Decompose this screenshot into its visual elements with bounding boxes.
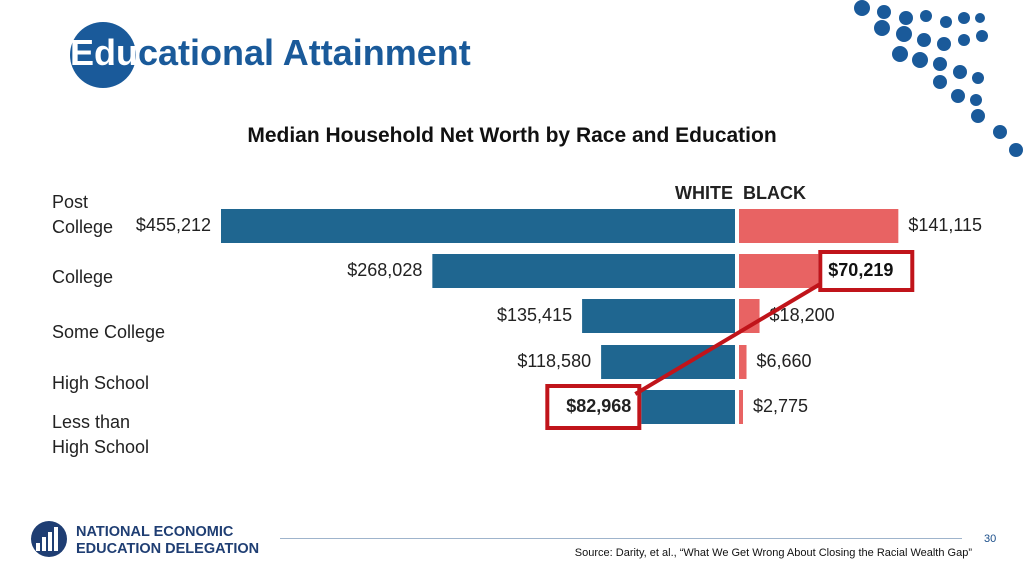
data-label-white: $135,415	[497, 305, 572, 325]
bar-white	[432, 254, 735, 288]
logo-line-2: EDUCATION DELEGATION	[76, 541, 259, 557]
decoration-dot	[940, 16, 952, 28]
highlight-box-white	[545, 384, 642, 430]
legend-white: WHITE	[675, 183, 733, 203]
decoration-dot	[958, 34, 970, 46]
decoration-dot	[971, 109, 985, 123]
category-label: Post	[52, 192, 88, 212]
data-label-white: $268,028	[347, 260, 422, 280]
decoration-dot	[933, 75, 947, 89]
category-label: High School	[52, 437, 149, 457]
title-first-part: Edu	[70, 32, 138, 73]
decoration-dot	[976, 30, 988, 42]
title-rest-part: cational Attainment	[138, 32, 471, 73]
decoration-dot	[912, 52, 928, 68]
decoration-dot	[972, 72, 984, 84]
category-label: College	[52, 267, 113, 287]
data-label-black: $70,219	[828, 260, 893, 280]
decoration-dot	[1009, 143, 1023, 157]
decoration-dot	[854, 0, 870, 16]
decoration-dot	[899, 11, 913, 25]
highlight-connector	[634, 282, 822, 396]
decoration-dot	[970, 94, 982, 106]
title-text: Educational Attainment	[70, 32, 471, 74]
bar-white	[641, 390, 735, 424]
data-label-black: $6,660	[757, 351, 812, 371]
chart-title: Median Household Net Worth by Race and E…	[247, 124, 777, 147]
decoration-dot	[920, 10, 932, 22]
bar-black	[739, 345, 747, 379]
source-note: Source: Darity, et al., “What We Get Wro…	[574, 547, 972, 559]
bar-black	[739, 209, 899, 243]
bar-chart: WHITE BLACK Post College $455,212 $141,115 Col…	[52, 183, 982, 457]
data-label-white: $82,968	[566, 396, 631, 416]
bar-white	[582, 299, 735, 333]
decoration-dot	[874, 20, 890, 36]
decoration-dot	[993, 125, 1007, 139]
bar-black	[739, 254, 819, 288]
decoration-dot	[917, 33, 931, 47]
data-label-black: $141,115	[908, 215, 982, 235]
decoration-dot	[975, 13, 985, 23]
data-label-white: $118,580	[517, 351, 591, 371]
decoration-dot	[896, 26, 912, 42]
category-label: College	[52, 217, 113, 237]
need-logo: NATIONAL ECONOMIC EDUCATION DELEGATION	[31, 521, 259, 557]
bar-white	[221, 209, 735, 243]
decoration-dot	[951, 89, 965, 103]
legend-black: BLACK	[743, 183, 806, 203]
data-label-black: $18,200	[770, 305, 835, 325]
highlight-box-black	[818, 250, 915, 292]
logo-line-1: NATIONAL ECONOMIC	[76, 524, 234, 540]
data-label-white: $455,212	[136, 215, 211, 235]
decoration-dot	[953, 65, 967, 79]
bar-black	[739, 390, 743, 424]
decoration-dot	[933, 57, 947, 71]
decoration-dot	[892, 46, 908, 62]
data-label-black: $2,775	[753, 396, 808, 416]
title-circle-decoration	[70, 22, 136, 88]
footer-divider	[280, 538, 962, 539]
decoration-dot	[877, 5, 891, 19]
category-label: Less than	[52, 412, 130, 432]
page-number: 30	[984, 533, 997, 545]
decoration-dot	[958, 12, 970, 24]
category-label: High School	[52, 373, 149, 393]
category-label: Some College	[52, 322, 165, 342]
dots-decoration	[854, 0, 1023, 157]
decoration-dot	[937, 37, 951, 51]
